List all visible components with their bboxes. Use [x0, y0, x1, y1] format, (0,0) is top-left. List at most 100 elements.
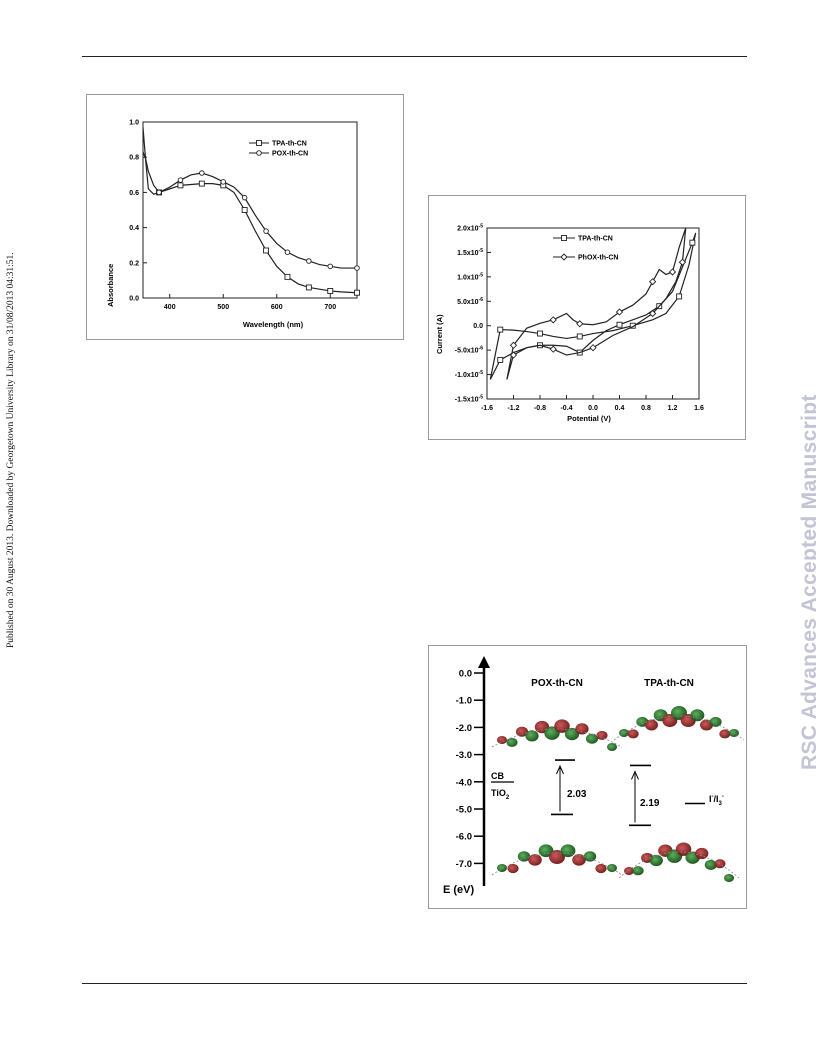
orbital-lobe: [704, 859, 717, 870]
orbital-lobe: [538, 844, 554, 858]
molecular-backbone: [613, 715, 745, 741]
absorption-point: [284, 249, 291, 255]
orbital-lobe: [585, 733, 599, 744]
absorption-point: [241, 194, 248, 201]
pox-lumo-orbital: [491, 719, 623, 751]
absorption-series-line: [142, 151, 357, 269]
energy-axis-label: E (eV): [443, 884, 475, 896]
absorption-series-line: [142, 127, 358, 294]
orbital-lobe: [724, 874, 734, 882]
energy-diagram-figure: E (eV) POX-th-CN TPA-th-CN 2.03 2.19 CB …: [428, 645, 747, 909]
absorption-y-tick-label: 0.6: [129, 190, 139, 197]
cv-point: [668, 268, 677, 276]
gap-label-pox: 2.03: [567, 789, 587, 800]
cv-y-label: Current (A): [435, 314, 444, 354]
cv-point: [509, 351, 518, 359]
tpa-homo-orbital: [618, 842, 740, 882]
absorption-point: [177, 182, 184, 189]
header-rule: [82, 56, 747, 57]
orbital-lobe: [517, 851, 531, 862]
absorption-legend-marker: [256, 150, 262, 156]
cv-y-tick-label: 0.0: [473, 323, 483, 330]
absorption-figure: Absorbance Wavelength (nm) 400 500 600 700 0…: [86, 94, 404, 340]
orbital-lobe: [632, 866, 644, 876]
manuscript-watermark: RSC Advances Accepted Manuscript: [798, 394, 816, 770]
orbital-lobe: [528, 854, 542, 866]
orbital-lobe: [675, 842, 692, 856]
orbital-lobe: [507, 863, 519, 874]
cv-x-tick-label: 0.0: [588, 405, 598, 412]
cv-x-label: Potential (V): [567, 414, 611, 423]
cv-point: [497, 356, 504, 363]
absorption-point: [263, 228, 269, 234]
column-title-pox: POX-th-CN: [531, 678, 583, 689]
cv-point: [576, 333, 583, 340]
gap-arrow-head: [631, 770, 639, 780]
orbital-lobe: [719, 729, 731, 739]
redox-couple-label: I-/I3-: [709, 794, 724, 807]
absorption-point: [241, 207, 248, 213]
orbital-lobe: [497, 736, 507, 744]
absorption-point: [199, 170, 205, 176]
cv-legend-marker: [560, 253, 568, 261]
orbital-lobe: [649, 854, 663, 867]
orbital-lobe: [497, 864, 507, 872]
tio2-label: TiO2: [491, 788, 510, 801]
cv-point: [576, 320, 584, 328]
absorption-y-tick-label: 0.4: [129, 225, 139, 232]
orbital-lobe: [583, 851, 597, 862]
cv-x-tick-label: 0.8: [641, 405, 651, 412]
cv-x-tick-label: 1.2: [668, 405, 678, 412]
cv-x-tick-label: -1.2: [507, 405, 519, 412]
absorption-legend-marker: [256, 140, 262, 146]
cv-point: [549, 316, 557, 324]
orbital-lobe: [560, 844, 576, 858]
absorption-point: [198, 180, 205, 187]
cv-point: [497, 326, 504, 333]
cv-point: [589, 344, 597, 352]
cv-point: [509, 341, 518, 349]
absorption-x-tick-label: 600: [271, 304, 283, 311]
molecular-backbone: [491, 852, 623, 876]
cv-chart: Current (A) Potential (V) -1.6 -1.2 -0.8 -0…: [435, 224, 704, 424]
absorption-point: [327, 288, 334, 294]
cv-point: [689, 239, 696, 246]
molecular-backbone: [491, 728, 623, 748]
cv-legend-marker: [561, 235, 567, 241]
energy-tick-label: -1.0: [456, 696, 472, 707]
cv-y-tick-label: 1.5x10-5: [457, 248, 483, 257]
absorption-x-tick-label: 700: [324, 304, 336, 311]
cv-point: [648, 309, 657, 318]
energy-tick-label: -5.0: [456, 805, 472, 816]
cv-y-tick-label: -5.0x10-6: [455, 346, 483, 355]
cv-point: [549, 345, 557, 353]
orbital-lobe: [596, 730, 608, 740]
cv-point: [616, 321, 623, 328]
orbital-lobe: [575, 723, 589, 735]
energy-tick-label: 0.0: [459, 669, 472, 680]
cv-legend-label: TPA-th-CN: [578, 236, 613, 243]
cv-legend-label: PhOX-th-CN: [578, 255, 618, 262]
gap-arrow-head: [556, 764, 564, 775]
energy-axis-arrow: [478, 656, 490, 668]
pox-homo-orbital: [491, 844, 623, 876]
cv-figure: Current (A) Potential (V) -1.6 -1.2 -0.8 -0…: [428, 195, 746, 440]
orbital-lobe: [572, 854, 586, 866]
orbital-lobe: [607, 743, 617, 751]
cv-y-tick-label: -1.5x10-5: [455, 395, 483, 404]
tpa-lumo-orbital: [613, 706, 745, 741]
absorption-point: [306, 258, 312, 264]
cv-y-tick-label: 2.0x10-5: [457, 224, 483, 233]
cv-x-tick-label: -0.4: [560, 405, 572, 412]
orbital-lobe: [607, 864, 617, 872]
absorption-x-tick-label: 400: [164, 304, 176, 311]
gap-label-tpa: 2.19: [640, 798, 660, 809]
absorption-chart: Absorbance Wavelength (nm) 400 500 600 700 0…: [106, 120, 360, 329]
energy-tick-label: -6.0: [456, 832, 472, 843]
absorption-x-tick-label: 500: [217, 304, 229, 311]
column-title-tpa: TPA-th-CN: [644, 678, 694, 689]
energy-tick-label: -4.0: [456, 777, 472, 788]
absorption-y-tick-label: 1.0: [129, 120, 139, 127]
energy-tick-label: -2.0: [456, 723, 472, 734]
absorption-y-label: Absorbance: [106, 264, 115, 307]
